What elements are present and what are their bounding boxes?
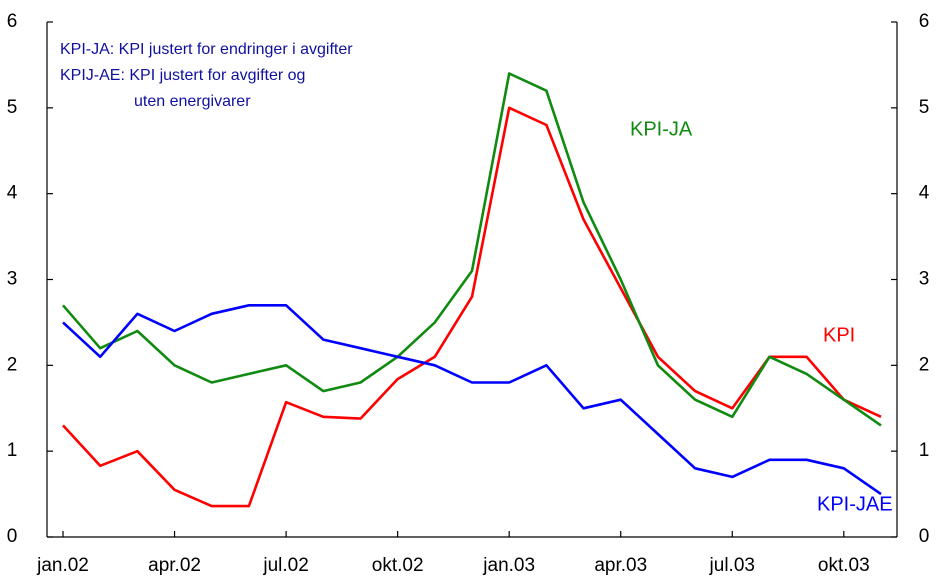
y2-tick-label: 0 [919, 526, 930, 547]
y-tick-label: 4 [7, 183, 18, 204]
x-tick-label: apr.03 [594, 555, 647, 576]
annotation: KPIJ-AE: KPI justert for avgifter og [60, 67, 305, 84]
series-label: KPI [823, 324, 855, 346]
series-label: KPI-JA [630, 118, 693, 140]
y-tick-label: 1 [7, 440, 18, 461]
line-series [62, 72, 882, 427]
y-tick-label: 0 [7, 526, 18, 547]
y-tick-label: 2 [7, 354, 18, 375]
y-tick-label: 6 [7, 11, 18, 32]
x-tick-label: jul.03 [709, 555, 755, 576]
line-series [62, 304, 882, 496]
annotation: KPI-JA: KPI justert for endringer i avgi… [60, 41, 353, 58]
x-tick-label: jan.03 [482, 555, 535, 576]
y2-tick-label: 3 [919, 269, 930, 290]
x-tick-label: jul.02 [262, 555, 308, 576]
y2-tick-label: 4 [919, 183, 930, 204]
line-series [62, 106, 882, 508]
y-tick-label: 5 [7, 97, 18, 118]
y-tick-label: 3 [7, 269, 18, 290]
annotation: uten energivarer [134, 93, 251, 110]
x-tick-label: okt.03 [818, 555, 870, 576]
y2-tick-label: 5 [919, 97, 930, 118]
y2-tick-label: 6 [919, 11, 930, 32]
x-tick-label: apr.02 [148, 555, 201, 576]
x-tick-label: okt.02 [372, 555, 424, 576]
x-tick-label: jan.02 [36, 555, 89, 576]
y2-tick-label: 2 [919, 354, 930, 375]
series-label: KPI-JAE [817, 493, 893, 515]
y2-tick-label: 1 [919, 440, 930, 461]
